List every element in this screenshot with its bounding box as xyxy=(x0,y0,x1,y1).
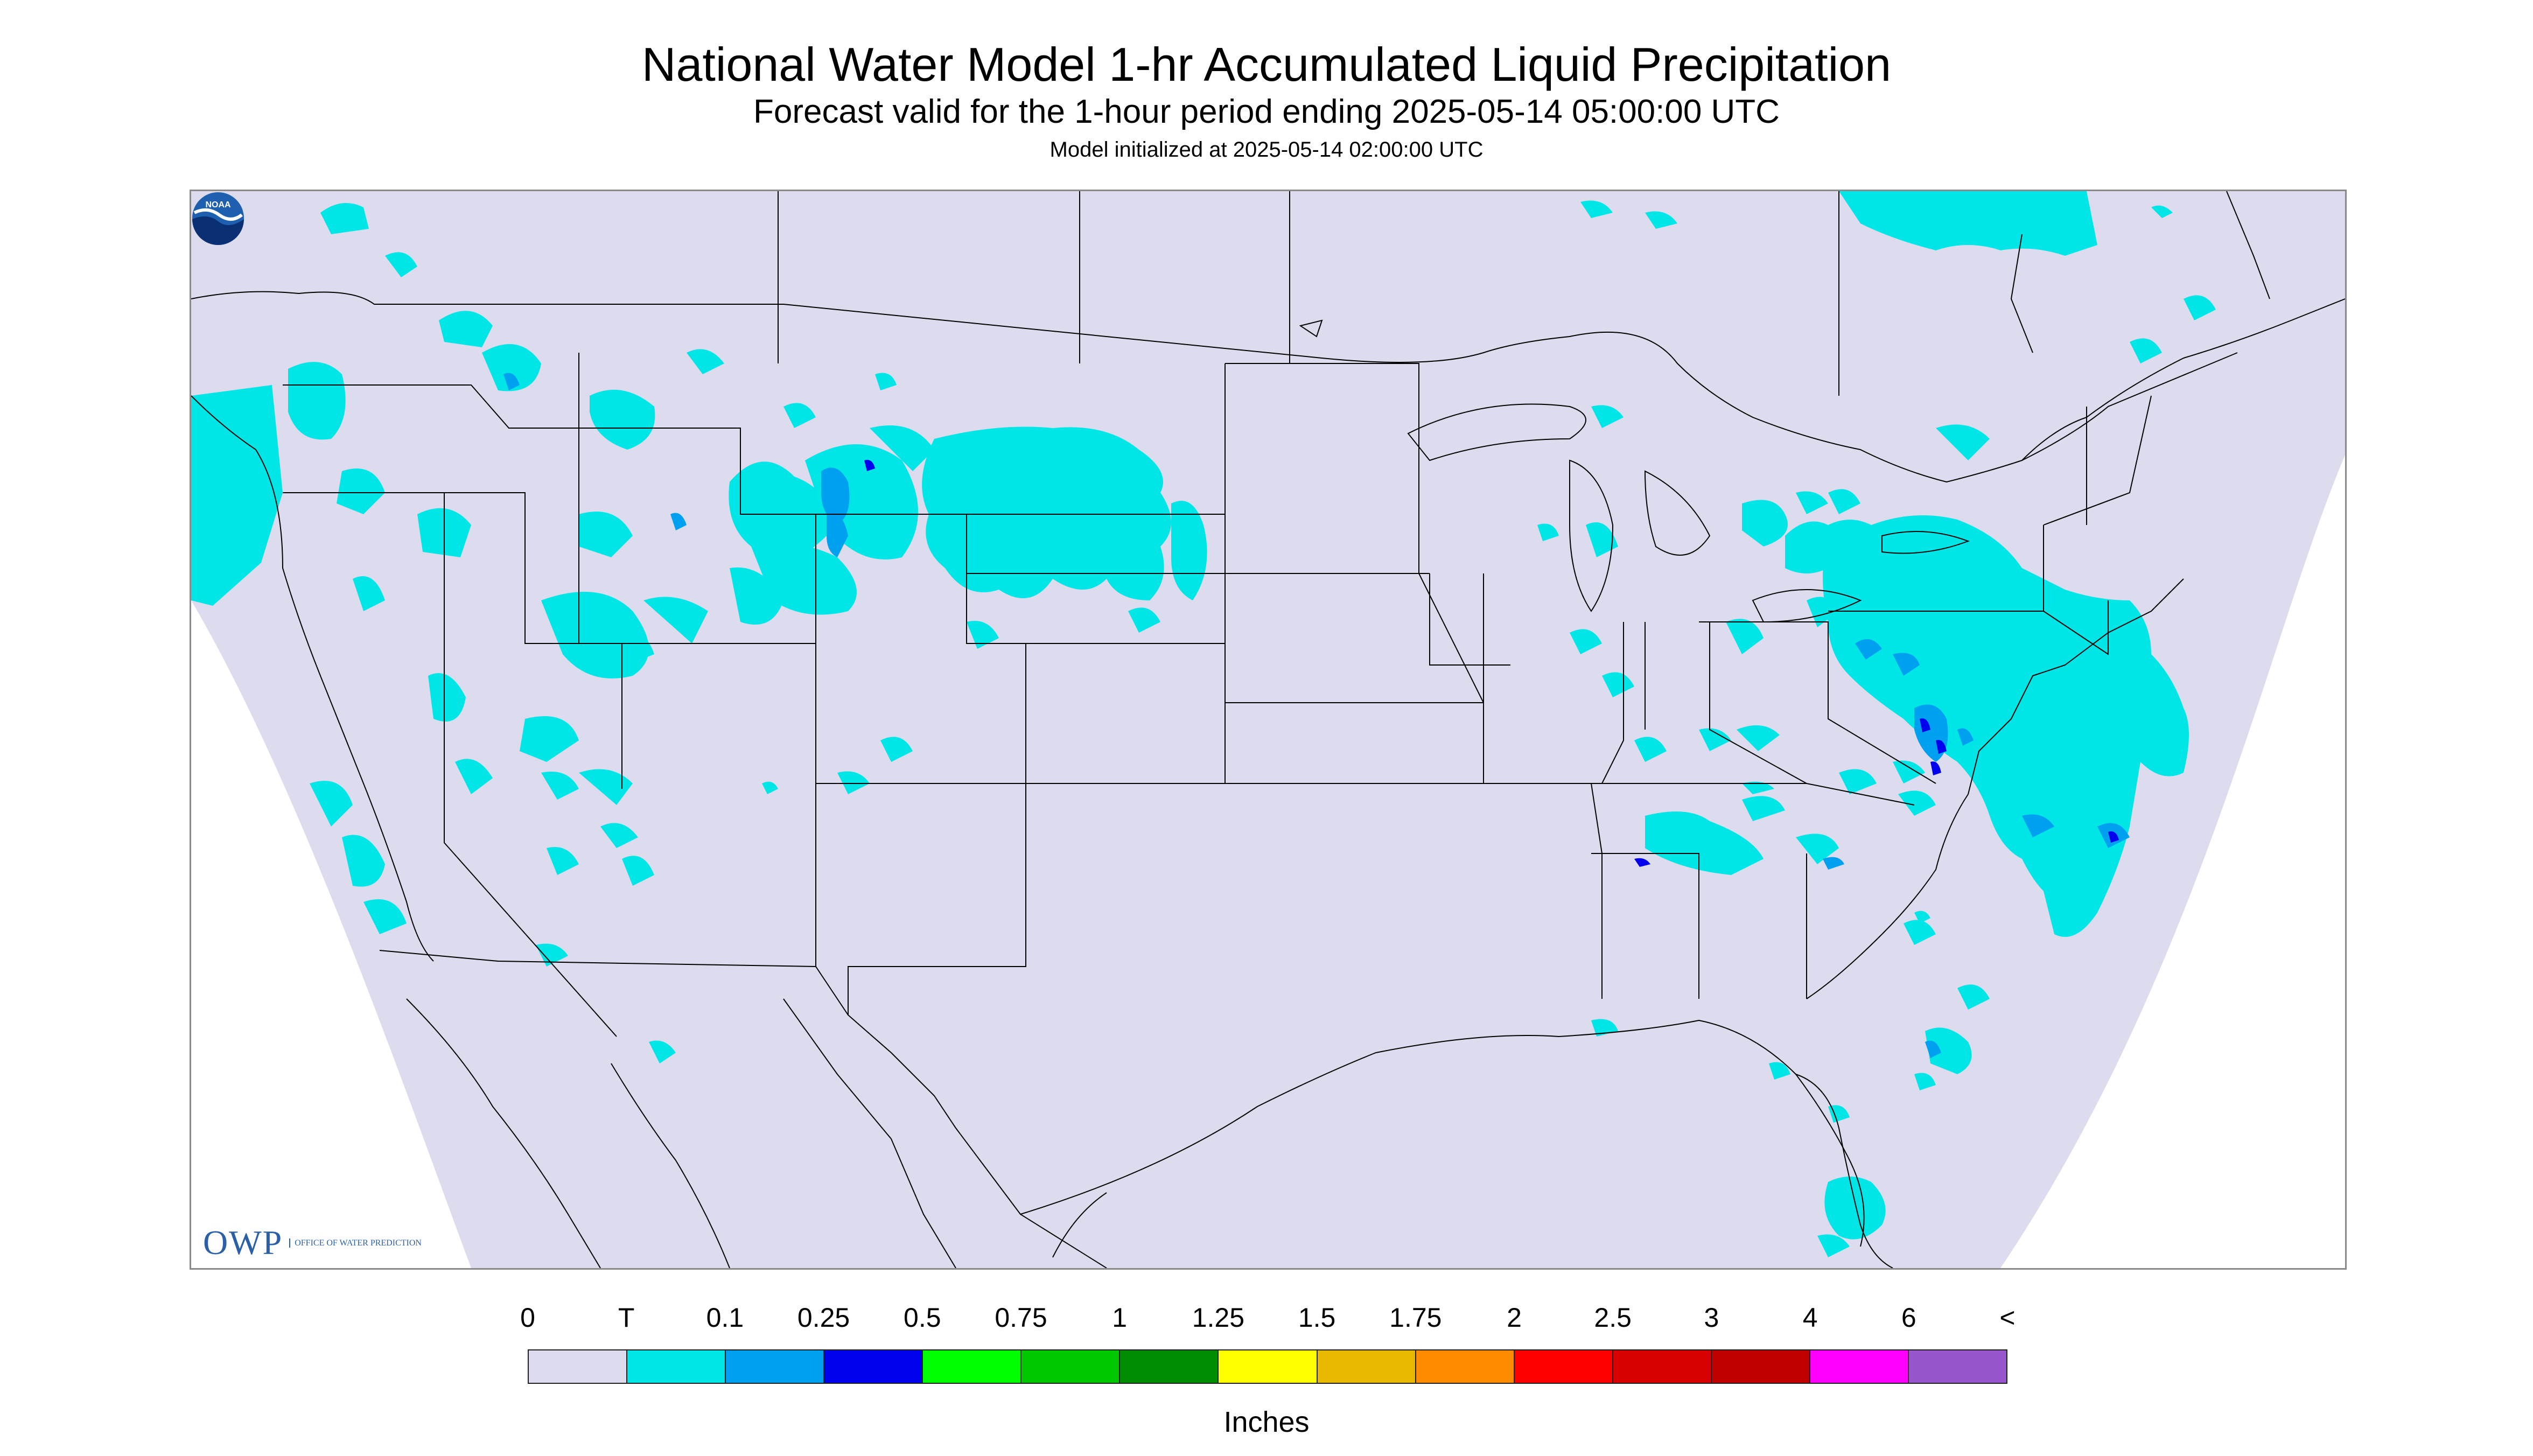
legend-swatch xyxy=(824,1350,923,1383)
legend-label: 0.25 xyxy=(797,1303,850,1333)
legend-label: 0.1 xyxy=(706,1303,744,1333)
legend-swatch xyxy=(1514,1350,1613,1383)
legend-label: 0.5 xyxy=(904,1303,941,1333)
legend-label: 6 xyxy=(1901,1303,1916,1333)
owp-logo: OWP OFFICE OF WATER PREDICTION xyxy=(203,1223,422,1263)
legend-swatch xyxy=(1219,1350,1318,1383)
precipitation-map[interactable]: OWP OFFICE OF WATER PREDICTION NOAA xyxy=(190,190,2347,1270)
legend-swatch xyxy=(1810,1350,1909,1383)
legend-swatch xyxy=(627,1350,726,1383)
legend-label: 1.5 xyxy=(1298,1303,1336,1333)
owp-logo-subtext: OFFICE OF WATER PREDICTION xyxy=(289,1238,422,1248)
legend-colorbar xyxy=(528,1349,2007,1384)
precip-areas xyxy=(191,191,2216,1257)
noaa-logo-icon: NOAA xyxy=(192,192,244,245)
legend-swatch xyxy=(1613,1350,1712,1383)
legend-label: 2 xyxy=(1507,1303,1522,1333)
legend-label: 4 xyxy=(1802,1303,1818,1333)
legend-units: Inches xyxy=(1223,1406,1310,1438)
precip-intense xyxy=(864,460,2119,867)
legend-swatch xyxy=(1908,1350,2006,1383)
forecast-valid-subtitle: Forecast valid for the 1-hour period end… xyxy=(753,93,1780,130)
legend-swatch xyxy=(1021,1350,1121,1383)
state-boundaries xyxy=(191,191,2345,1268)
legend-swatch xyxy=(529,1350,628,1383)
noaa-logo-text: NOAA xyxy=(205,200,231,209)
map-title: National Water Model 1-hr Accumulated Li… xyxy=(641,38,1892,91)
legend-label: 1.75 xyxy=(1389,1303,1442,1333)
owp-logo-mark: OWP xyxy=(203,1223,283,1262)
legend-swatch xyxy=(1317,1350,1416,1383)
legend-label: < xyxy=(1999,1303,2016,1333)
legend-label: T xyxy=(618,1303,635,1333)
legend-label: 3 xyxy=(1704,1303,1719,1333)
legend-swatch xyxy=(1120,1350,1219,1383)
legend-label: 1 xyxy=(1112,1303,1128,1333)
legend-swatch xyxy=(726,1350,825,1383)
map-canvas xyxy=(191,191,2345,1268)
model-init-label: Model initialized at 2025-05-14 02:00:00… xyxy=(1049,138,1484,162)
legend-swatch xyxy=(923,1350,1022,1383)
legend-labels: 0 T 0.1 0.25 0.5 0.75 1 1.25 1.5 1.75 2 2.5 3 4 6 < xyxy=(0,1302,2533,1340)
legend-label: 0 xyxy=(520,1303,535,1333)
legend-label: 1.25 xyxy=(1192,1303,1245,1333)
legend-swatch xyxy=(1416,1350,1515,1383)
legend-swatch xyxy=(1711,1350,1810,1383)
legend-label: 0.75 xyxy=(995,1303,1047,1333)
legend-label: 2.5 xyxy=(1594,1303,1632,1333)
